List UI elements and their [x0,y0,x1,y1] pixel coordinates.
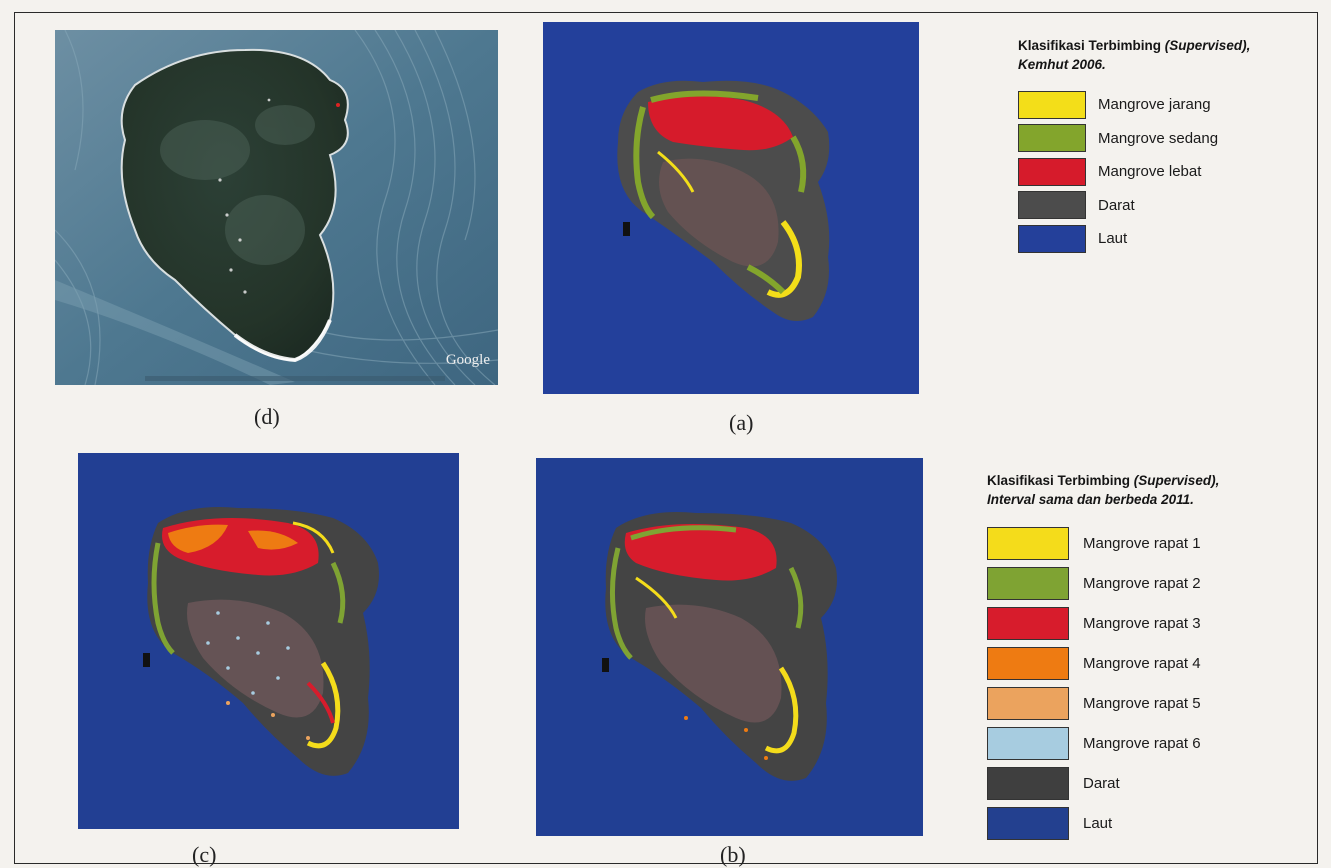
classified-map-b [536,458,923,836]
legend-swatch [1018,224,1086,253]
legend-item: Mangrove rapat 4 [987,643,1219,683]
legend-item: Mangrove rapat 6 [987,723,1219,763]
legend-item: Laut [1018,222,1250,256]
legend-item: Laut [987,803,1219,843]
classified-map-c [78,453,459,829]
legend-swatch [987,566,1069,600]
caption-a: (a) [729,410,754,435]
caption-d: (d) [254,404,280,429]
legend-item: Mangrove sedang [1018,122,1250,156]
legend-2011-title: Klasifikasi Terbimbing (Supervised), Int… [987,473,1220,507]
legend-label: Mangrove rapat 6 [1083,734,1201,752]
legend-item: Darat [987,763,1219,803]
legend-swatch [987,686,1069,720]
satellite-image-panel: Google [55,30,498,385]
legend-label: Laut [1083,814,1113,832]
caption-b: (b) [720,842,746,867]
legend-item: Mangrove rapat 3 [987,603,1219,643]
legend-swatch [987,526,1069,560]
legend-label: Mangrove rapat 3 [1083,614,1201,632]
satellite-image [55,30,498,385]
legend-2011-list: Mangrove rapat 1 Mangrove rapat 2 Mangrove… [987,523,1219,843]
legend-label: Darat [1083,774,1120,792]
figure-frame [14,12,1318,864]
legend-label: Darat [1098,196,1135,214]
classified-map-a [543,22,919,394]
legend-item: Darat [1018,189,1250,223]
legend-2006-title: Klasifikasi Terbimbing (Supervised), Kem… [1018,38,1251,72]
legend-2006-list: Mangrove jarang Mangrove sedang Mangrove l… [1018,88,1250,256]
legend-label: Mangrove jarang [1098,96,1211,114]
legend-item: Mangrove lebat [1018,155,1250,189]
legend-swatch [987,766,1069,800]
legend-swatch [987,606,1069,640]
legend-item: Mangrove jarang [1018,88,1250,122]
legend-label: Mangrove sedang [1098,129,1219,147]
legend-item: Mangrove rapat 1 [987,523,1219,563]
legend-label: Mangrove rapat 1 [1083,534,1201,552]
legend-swatch [1018,191,1086,220]
legend-label: Mangrove lebat [1098,163,1202,181]
legend-2006: Klasifikasi Terbimbing (Supervised), Kem… [1018,36,1250,256]
google-watermark: Google [445,352,490,368]
place-marker-icon [336,103,340,107]
legend-swatch [1018,90,1086,119]
legend-label: Mangrove rapat 5 [1083,694,1201,712]
legend-swatch [1018,124,1086,153]
legend-swatch [1018,157,1086,186]
legend-item: Mangrove rapat 5 [987,683,1219,723]
legend-item: Mangrove rapat 2 [987,563,1219,603]
legend-label: Laut [1098,230,1128,248]
caption-c: (c) [192,842,217,867]
legend-swatch [987,806,1069,840]
legend-2011: Klasifikasi Terbimbing (Supervised), Int… [987,471,1219,843]
legend-label: Mangrove rapat 4 [1083,654,1201,672]
legend-swatch [987,726,1069,760]
legend-swatch [987,646,1069,680]
legend-label: Mangrove rapat 2 [1083,574,1201,592]
